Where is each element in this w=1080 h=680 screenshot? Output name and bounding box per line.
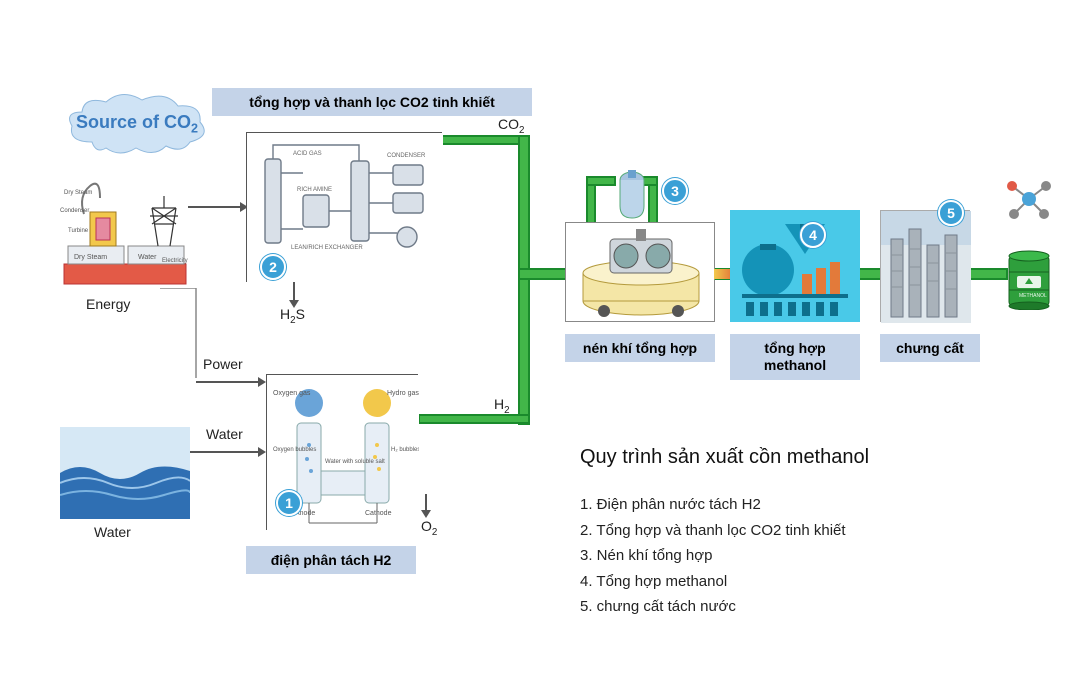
steps-title: Quy trình sản xuất cồn methanol: [580, 446, 869, 469]
arrow-power: [196, 374, 266, 384]
svg-text:H₂ bubbles: H₂ bubbles: [391, 447, 419, 453]
cloud-text: Source of CO2: [76, 112, 198, 136]
h2s-text: H: [280, 306, 290, 322]
line-energy-down: [160, 288, 200, 380]
synthesis-block: [730, 210, 860, 322]
co2-label: CO2: [498, 116, 524, 136]
h2-label: H2: [494, 396, 510, 416]
svg-text:Electricity: Electricity: [162, 258, 188, 264]
h2-t: H: [494, 396, 504, 412]
o2-s: 2: [432, 527, 437, 538]
step-item: 3. Nén khí tổng hợp: [580, 543, 846, 569]
arrow-o2: [420, 494, 432, 518]
svg-text:CONDENSER: CONDENSER: [387, 153, 426, 159]
svg-text:Oxygen gas: Oxygen gas: [273, 390, 311, 397]
source-cloud: Source of CO2: [62, 92, 212, 158]
badge-4: 4: [800, 222, 826, 248]
svg-text:Oxygen bubbles: Oxygen bubbles: [273, 447, 316, 453]
svg-text:RICH AMINE: RICH AMINE: [297, 187, 332, 193]
badge-5: 5: [938, 200, 964, 226]
water-arrow-label: Water: [206, 426, 243, 442]
compressor-block: [565, 222, 715, 322]
methanol-molecule-icon: [1004, 176, 1054, 222]
step-item: 2. Tổng hợp và thanh lọc CO2 tinh khiết: [580, 518, 846, 544]
power-label: Power: [203, 356, 243, 372]
cloud-sub: 2: [191, 122, 198, 136]
distillation-block: [880, 210, 970, 322]
svg-text:Water: Water: [138, 254, 157, 261]
co2-t: CO: [498, 116, 519, 132]
step-item: 1. Điện phân nước tách H2: [580, 492, 846, 518]
o2-label: O2: [421, 518, 437, 538]
h2s-label: H2S: [280, 306, 305, 326]
badge-1: 1: [276, 490, 302, 516]
pipe-v-co2-riser: [518, 135, 530, 425]
pipe-h-co2-in: [440, 135, 520, 145]
header-label: tổng hợp và thanh lọc CO2 tinh khiết: [212, 88, 532, 116]
arrow-h2s: [288, 282, 300, 308]
compressor-caption: nén khí tổng hợp: [565, 334, 715, 362]
svg-text:Hydro gas: Hydro gas: [387, 390, 419, 397]
steps-list: 1. Điện phân nước tách H22. Tổng hợp và …: [580, 492, 846, 620]
svg-text:Turbine: Turbine: [68, 228, 89, 234]
step-item: 5. chưng cất tách nước: [580, 594, 846, 620]
water-caption: Water: [94, 524, 131, 540]
arrow-energy-to-purif: [188, 200, 248, 212]
water-block: [60, 427, 190, 519]
cloud-label: Source of CO: [76, 112, 191, 132]
o2-t: O: [421, 518, 432, 534]
svg-text:Water with soluble salt: Water with soluble salt: [325, 459, 385, 465]
badge-3: 3: [662, 178, 688, 204]
badge-2: 2: [260, 254, 286, 280]
arrow-water: [190, 444, 266, 454]
distill-caption: chưng cất: [880, 334, 980, 362]
methanol-barrel-icon: METHANOL: [1006, 250, 1052, 310]
svg-text:Cathode: Cathode: [365, 510, 392, 517]
h2-s: 2: [504, 405, 509, 416]
svg-text:Dry Steam: Dry Steam: [64, 190, 92, 196]
svg-text:ACID GAS: ACID GAS: [293, 151, 322, 157]
synthesis-caption: tổng hợp methanol: [730, 334, 860, 380]
energy-caption: Energy: [86, 296, 130, 312]
electrolysis-caption: điện phân tách H2: [246, 546, 416, 574]
h2s-tail: S: [296, 306, 305, 322]
aux-tank: [612, 168, 652, 222]
svg-text:Condenser: Condenser: [60, 208, 89, 214]
svg-text:Dry Steam: Dry Steam: [74, 254, 107, 261]
step-item: 4. Tổng hợp methanol: [580, 569, 846, 595]
energy-block: Dry Steam Water Dry Steam Condenser Turb…: [60, 168, 190, 288]
svg-text:METHANOL: METHANOL: [1019, 293, 1047, 299]
pipe-h-h2-in: [418, 414, 530, 424]
co2-s: 2: [519, 125, 524, 136]
svg-text:LEAN/RICH EXCHANGER: LEAN/RICH EXCHANGER: [291, 245, 363, 251]
